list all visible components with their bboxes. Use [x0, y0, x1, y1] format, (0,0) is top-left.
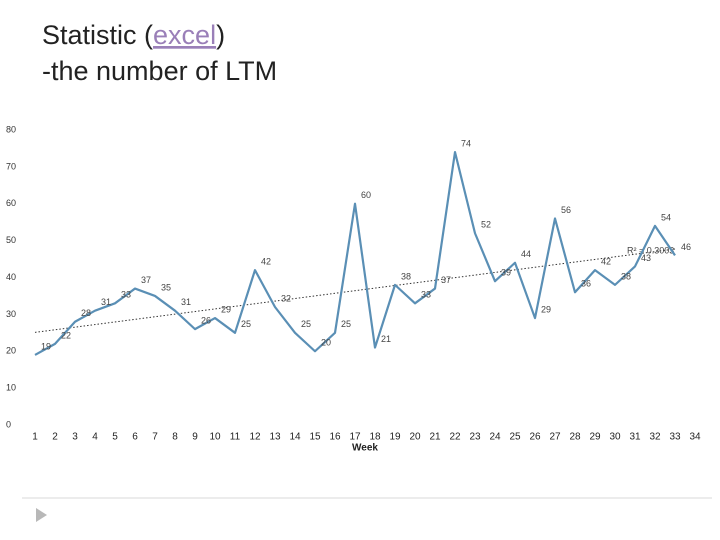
value-label: 21 [381, 334, 391, 344]
value-label: 60 [361, 190, 371, 200]
y-tick-label: 30 [6, 309, 16, 319]
x-tick-label: 32 [649, 432, 661, 443]
x-tick-label: 13 [269, 432, 281, 443]
x-tick-label: 21 [429, 432, 441, 443]
x-tick-label: 14 [289, 432, 301, 443]
x-tick-label: 17 [349, 432, 361, 443]
value-label: 38 [401, 271, 411, 281]
title-line: Statistic (excel) [42, 20, 225, 50]
x-tick-label: 25 [509, 432, 521, 443]
value-label: 46 [681, 242, 691, 252]
title-line: -the number of LTM [42, 56, 277, 86]
value-label: 36 [581, 279, 591, 289]
value-label: 25 [241, 319, 251, 329]
value-label: 35 [161, 282, 171, 292]
x-tick-label: 2 [52, 432, 58, 443]
x-tick-label: 16 [329, 432, 341, 443]
x-tick-label: 7 [152, 432, 158, 443]
x-axis-label: Week [352, 443, 378, 454]
x-tick-label: 19 [389, 432, 401, 443]
value-label: 25 [341, 319, 351, 329]
x-tick-label: 30 [609, 432, 621, 443]
value-label: 37 [141, 275, 151, 285]
x-tick-label: 9 [192, 432, 198, 443]
value-label: 43 [641, 253, 651, 263]
x-tick-label: 4 [92, 432, 98, 443]
value-label: 31 [181, 297, 191, 307]
value-label: 25 [301, 319, 311, 329]
x-tick-label: 11 [230, 432, 241, 443]
y-tick-label: 70 [6, 161, 16, 171]
value-label: 26 [201, 316, 211, 326]
x-tick-label: 10 [209, 432, 221, 443]
value-label: 28 [81, 308, 91, 318]
value-label: 42 [601, 257, 611, 267]
data-line [34, 151, 676, 356]
x-tick-label: 8 [172, 432, 178, 443]
value-label: 31 [101, 297, 111, 307]
value-label: 33 [421, 290, 431, 300]
value-label: 19 [41, 341, 51, 351]
value-label: 52 [481, 220, 491, 230]
value-label: 54 [661, 212, 671, 222]
y-tick-label: 60 [6, 198, 16, 208]
y-tick-label: 20 [6, 346, 16, 356]
x-tick-label: 29 [589, 432, 601, 443]
value-label: 37 [441, 275, 451, 285]
value-label: 33 [121, 290, 131, 300]
x-tick-label: 12 [249, 432, 261, 443]
x-tick-label: 23 [469, 432, 481, 443]
x-tick-label: 34 [689, 432, 701, 443]
value-label: 74 [461, 139, 471, 149]
value-label: 39 [501, 268, 511, 278]
x-tick-label: 22 [449, 432, 461, 443]
y-tick-label: 50 [6, 235, 16, 245]
title-link[interactable]: excel [153, 20, 216, 50]
nav-arrow[interactable] [36, 508, 47, 522]
x-tick-label: 24 [489, 432, 501, 443]
value-label: 38 [621, 271, 631, 281]
trendline [34, 248, 676, 333]
title-text: Statistic ( [42, 20, 153, 50]
r2-label: R² = 0.3003 [627, 246, 674, 256]
value-label: 29 [221, 304, 231, 314]
y-tick-label: 40 [6, 272, 16, 282]
x-tick-label: 15 [309, 432, 321, 443]
value-label: 42 [261, 257, 271, 267]
x-tick-label: 18 [369, 432, 381, 443]
title-text: ) [216, 20, 225, 50]
value-label: 20 [321, 338, 331, 348]
value-label: 32 [281, 293, 291, 303]
value-label: 56 [561, 205, 571, 215]
x-tick-label: 28 [569, 432, 581, 443]
value-label: 29 [541, 304, 551, 314]
y-tick-label: 0 [6, 419, 11, 429]
x-tick-label: 1 [32, 432, 38, 443]
x-tick-label: 31 [629, 432, 641, 443]
x-tick-label: 26 [529, 432, 541, 443]
x-tick-label: 20 [409, 432, 421, 443]
x-tick-label: 27 [549, 432, 561, 443]
x-tick-label: 6 [132, 432, 138, 443]
x-tick-label: 3 [72, 432, 78, 443]
y-tick-label: 80 [6, 124, 16, 134]
y-tick-label: 10 [6, 383, 16, 393]
x-tick-label: 5 [112, 432, 118, 443]
value-label: 44 [521, 249, 531, 259]
x-tick-label: 33 [669, 432, 681, 443]
value-label: 22 [61, 330, 71, 340]
